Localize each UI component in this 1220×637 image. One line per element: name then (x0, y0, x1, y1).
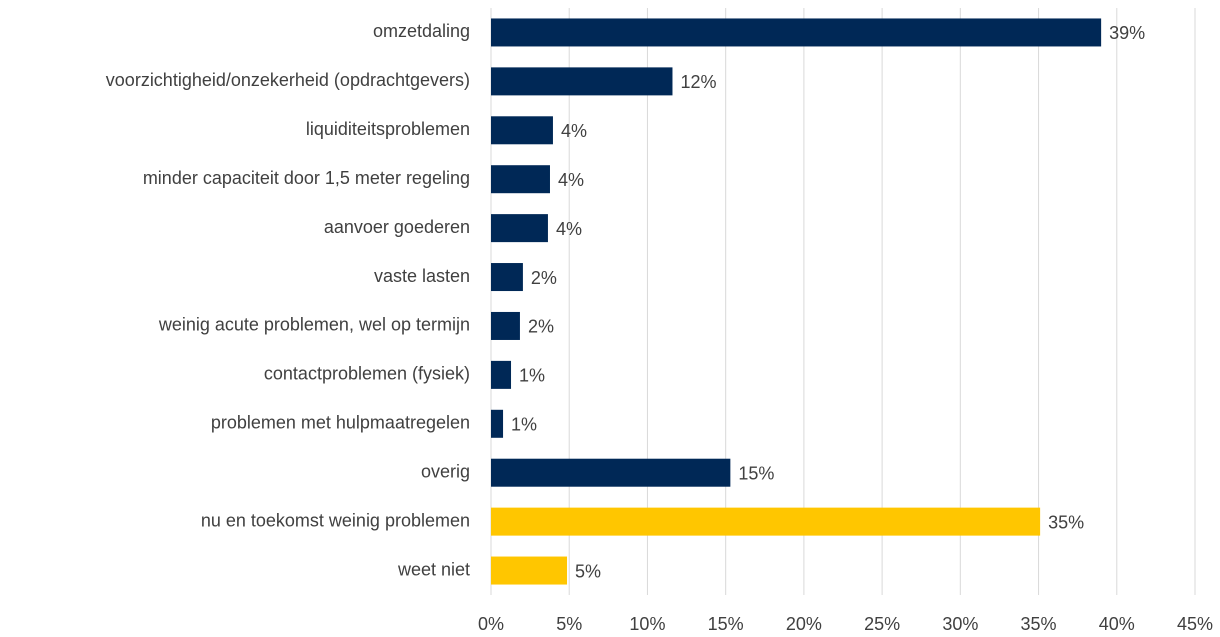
data-label: 1% (511, 415, 537, 435)
y-tick-label: omzetdaling (373, 21, 470, 41)
bar (491, 116, 553, 145)
data-label: 4% (556, 219, 582, 239)
y-tick-label: weet niet (397, 559, 470, 579)
y-tick-label: minder capaciteit door 1,5 meter regelin… (143, 168, 470, 188)
data-label: 4% (561, 121, 587, 141)
y-tick-label: liquiditeitsproblemen (306, 119, 470, 139)
x-tick-label: 5% (556, 614, 582, 634)
y-tick-label: weinig acute problemen, wel op termijn (158, 315, 470, 335)
y-tick-label: voorzichtigheid/onzekerheid (opdrachtgev… (106, 70, 470, 90)
x-tick-label: 0% (478, 614, 504, 634)
bar (491, 409, 504, 438)
bar (491, 556, 568, 585)
y-tick-label: contactproblemen (fysiek) (264, 364, 470, 384)
data-label: 39% (1109, 23, 1145, 43)
bar (491, 263, 523, 292)
data-label: 35% (1048, 512, 1084, 532)
y-tick-label: overig (421, 461, 470, 481)
data-label: 2% (528, 317, 554, 337)
x-tick-label: 30% (942, 614, 978, 634)
y-tick-label: problemen met hulpmaatregelen (211, 413, 470, 433)
bar (491, 165, 550, 194)
bar (491, 67, 673, 96)
x-tick-label: 25% (864, 614, 900, 634)
bar (491, 214, 548, 243)
x-tick-label: 10% (629, 614, 665, 634)
y-tick-label: nu en toekomst weinig problemen (201, 510, 470, 530)
data-label: 5% (575, 561, 601, 581)
x-tick-label: 15% (708, 614, 744, 634)
bar (491, 18, 1102, 47)
y-tick-label: aanvoer goederen (324, 217, 470, 237)
bar (491, 360, 512, 389)
data-label: 15% (738, 463, 774, 483)
x-tick-label: 35% (1021, 614, 1057, 634)
bar (491, 458, 731, 487)
bar (491, 507, 1041, 536)
y-tick-label: vaste lasten (374, 266, 470, 286)
x-tick-label: 45% (1177, 614, 1213, 634)
data-label: 1% (519, 366, 545, 386)
data-label: 4% (558, 170, 584, 190)
x-tick-label: 20% (786, 614, 822, 634)
x-tick-label: 40% (1099, 614, 1135, 634)
bar (491, 311, 520, 340)
data-label: 12% (680, 72, 716, 92)
data-label: 2% (531, 268, 557, 288)
